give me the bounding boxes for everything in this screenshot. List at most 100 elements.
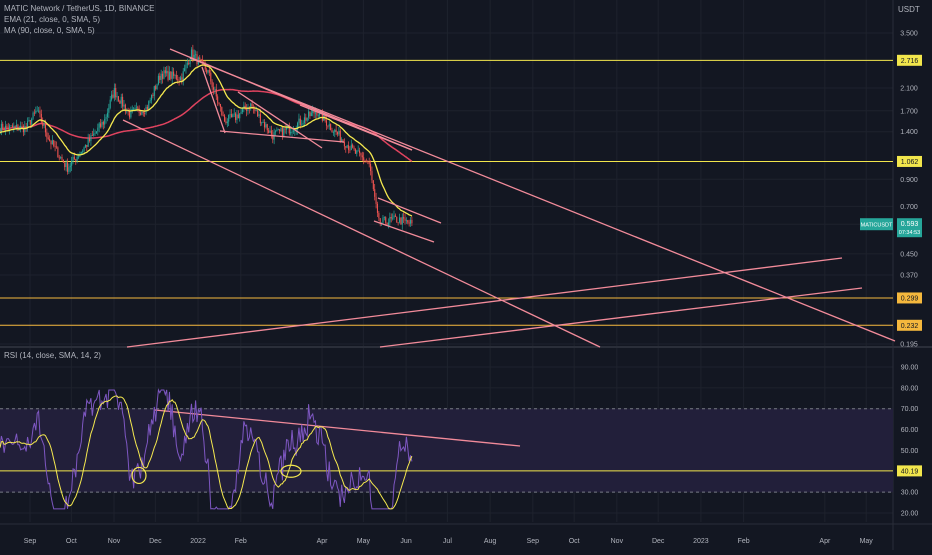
candle-body [204, 64, 206, 70]
candle-body [284, 128, 286, 130]
candle-body [10, 125, 12, 127]
candle-body [372, 180, 374, 190]
candle-body [207, 70, 209, 73]
candle-body [122, 96, 124, 107]
candle-body [72, 156, 74, 162]
candle-body [32, 112, 34, 119]
candle-body [309, 111, 311, 117]
candle-body [184, 68, 186, 72]
candle-body [150, 94, 153, 101]
candle-body [400, 217, 402, 225]
candle-body [346, 145, 348, 148]
price-level-badge [897, 155, 922, 167]
candle-body [128, 111, 131, 118]
candle-body [95, 131, 97, 134]
time-tick-label: Jul [443, 538, 452, 545]
candle-body [182, 71, 184, 82]
candle-body [360, 153, 362, 156]
candle-body [233, 113, 235, 115]
candle-body [236, 114, 238, 120]
symbol-legend[interactable]: MATIC Network / TetherUS, 1D, BINANCE [4, 4, 155, 13]
candle-body [57, 147, 59, 158]
candle-body [148, 101, 150, 110]
price-tick-label: 0.450 [900, 251, 918, 258]
candle-body [343, 141, 345, 147]
rsi-legend[interactable]: RSI (14, close, SMA, 14, 2) [4, 351, 101, 360]
time-tick-label: Sep [527, 538, 540, 545]
candle-body [35, 111, 37, 113]
candle-body [102, 121, 104, 125]
rsi-circle-marker [280, 464, 302, 478]
candle-body [71, 161, 73, 166]
candle-body [266, 124, 268, 131]
candle-body [374, 189, 376, 197]
candle-body [50, 140, 52, 145]
candle-body [215, 89, 217, 97]
candle-body [382, 217, 384, 223]
price-tick-label: 1.400 [900, 129, 918, 136]
time-tick-label: Apr [317, 538, 329, 545]
ma-legend[interactable]: MA (90, close, 0, SMA, 5) [4, 26, 95, 35]
candle-body [219, 104, 221, 108]
candle-body [97, 127, 99, 132]
candle-body [188, 63, 190, 65]
candle-body [408, 222, 410, 224]
rsi-ma-line [0, 395, 413, 510]
candle-body [196, 54, 198, 65]
candle-body [368, 161, 370, 164]
candle-body [390, 217, 392, 219]
symbol-badge [860, 218, 893, 231]
candle-body [352, 144, 354, 148]
candle-body [167, 70, 169, 80]
candle-body [261, 122, 263, 124]
candle-body [251, 103, 253, 107]
candle-body [313, 110, 315, 114]
time-tick-label: 2023 [693, 538, 709, 545]
candle-body [134, 108, 136, 109]
candle-body [142, 111, 144, 114]
rsi-tick-label: 60.00 [901, 427, 919, 434]
candle-body [124, 104, 126, 112]
candle-body [133, 108, 135, 110]
candle-body [149, 100, 151, 102]
candle-body [108, 107, 110, 113]
current-price-badge [897, 218, 922, 238]
candle-body [17, 124, 19, 131]
price-level-badge [897, 319, 922, 331]
candle-body [137, 107, 139, 109]
candle-body [381, 222, 383, 224]
candle-body [404, 218, 406, 221]
candle-body [407, 220, 409, 223]
candle-body [255, 110, 257, 112]
candle-body [185, 64, 187, 69]
candle-body [156, 84, 158, 90]
candle-body [47, 137, 49, 140]
candle-body [119, 100, 121, 104]
candle-body [226, 121, 228, 124]
price-level-badge [897, 292, 922, 304]
candle-body [168, 71, 170, 80]
candle-body [376, 203, 379, 213]
candle-body [91, 135, 93, 136]
candle-body [303, 117, 305, 123]
candle-body [80, 151, 82, 155]
candle-body [29, 120, 31, 125]
candle-body [61, 156, 63, 160]
candle-body [314, 112, 317, 114]
candle-body [392, 217, 394, 219]
candle-body [113, 87, 115, 98]
candle-body [27, 121, 29, 128]
candle-body [146, 106, 148, 110]
ema-legend[interactable]: EMA (21, close, 0, SMA, 5) [4, 15, 101, 24]
price-level-badge [897, 54, 922, 66]
candle-body [155, 86, 157, 90]
countdown-text: 07:34:53 [899, 230, 920, 236]
trendline [377, 197, 442, 224]
price-tick-label: 3.500 [900, 31, 918, 38]
rsi-tick-label: 30.00 [901, 490, 919, 497]
candle-body [76, 157, 78, 161]
candle-body [65, 162, 67, 168]
candle-body [359, 150, 361, 154]
candle-body [157, 75, 159, 85]
